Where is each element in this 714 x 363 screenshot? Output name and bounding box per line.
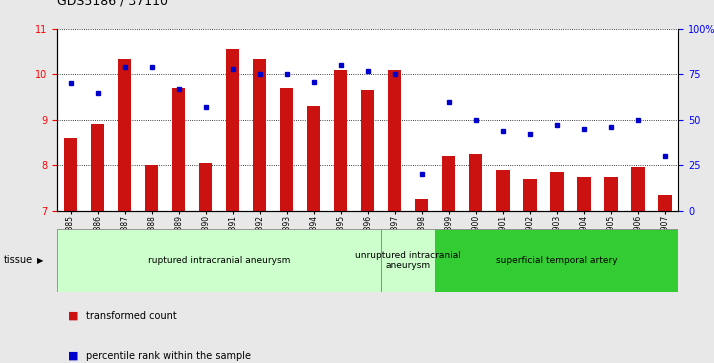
Bar	[226, 49, 239, 211]
Bar	[118, 58, 131, 211]
Bar	[604, 176, 618, 211]
Bar	[469, 154, 483, 211]
Bar	[307, 106, 321, 211]
Bar	[361, 90, 374, 211]
Bar	[442, 156, 456, 211]
FancyBboxPatch shape	[436, 229, 678, 292]
Bar	[172, 88, 186, 211]
Bar	[199, 163, 212, 211]
Bar	[334, 70, 348, 211]
FancyBboxPatch shape	[381, 229, 436, 292]
Text: superficial temporal artery: superficial temporal artery	[496, 256, 618, 265]
Bar	[415, 199, 428, 211]
Bar	[280, 88, 293, 211]
Bar	[550, 172, 563, 211]
Text: transformed count: transformed count	[86, 311, 176, 321]
Bar	[64, 138, 77, 211]
Text: tissue: tissue	[4, 256, 33, 265]
Bar	[145, 165, 159, 211]
Text: GDS5186 / 37110: GDS5186 / 37110	[57, 0, 168, 7]
Text: percentile rank within the sample: percentile rank within the sample	[86, 351, 251, 361]
Bar	[388, 70, 401, 211]
Bar	[496, 170, 510, 211]
FancyBboxPatch shape	[57, 229, 381, 292]
Bar	[631, 167, 645, 211]
Bar	[253, 58, 266, 211]
Text: unruptured intracranial
aneurysm: unruptured intracranial aneurysm	[356, 251, 461, 270]
Bar	[577, 176, 590, 211]
Text: ruptured intracranial aneurysm: ruptured intracranial aneurysm	[148, 256, 291, 265]
Bar	[523, 179, 536, 211]
Text: ■: ■	[68, 351, 79, 361]
Bar	[91, 124, 104, 211]
Text: ■: ■	[68, 311, 79, 321]
Text: ▶: ▶	[37, 256, 44, 265]
Bar	[658, 195, 672, 211]
